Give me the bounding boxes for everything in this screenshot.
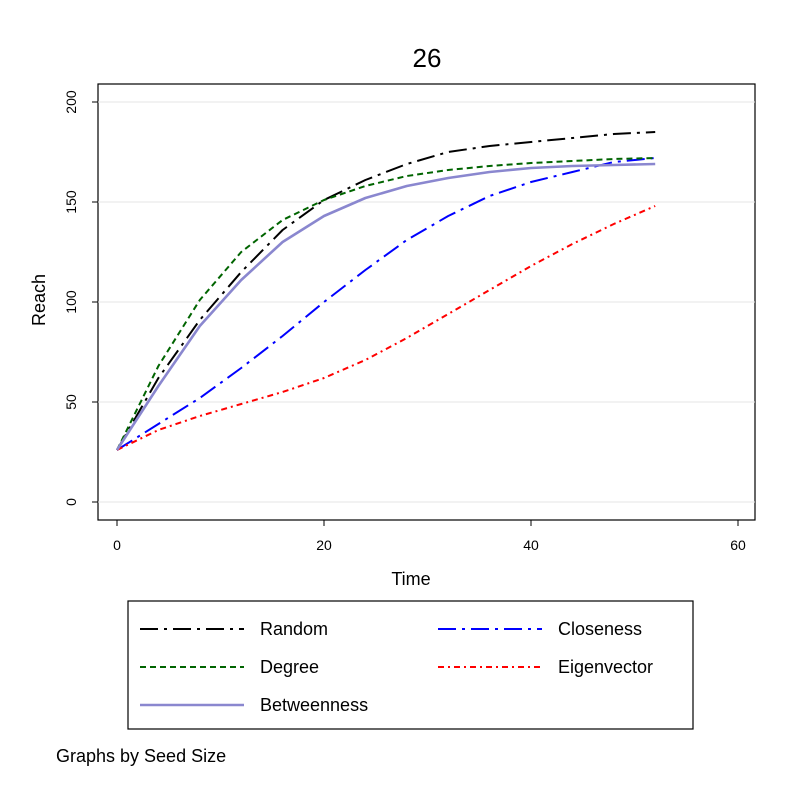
legend-label-degree: Degree [260,657,319,677]
y-axis-label: Reach [29,274,49,326]
series-line-degree [116,157,656,451]
y-tick-label: 200 [63,90,79,114]
series-layer [115,131,656,451]
y-tick-label: 150 [63,190,79,214]
legend-label-closeness: Closeness [558,619,642,639]
axis-layer: 0 50 100 150 200 0 20 40 60 [63,90,746,553]
series-line-closeness [116,157,656,451]
series-line-betweenness [115,162,656,451]
y-tick-label: 50 [63,394,79,410]
y-tick-label: 0 [63,498,79,506]
grid-layer [98,101,755,503]
graph-note: Graphs by Seed Size [56,746,226,766]
x-tick-label: 0 [113,537,121,553]
x-tick-label: 20 [316,537,332,553]
chart-title: 26 [413,43,442,73]
legend-label-random: Random [260,619,328,639]
x-tick-label: 40 [523,537,539,553]
x-axis-label: Time [391,569,430,589]
x-tick-label: 60 [730,537,746,553]
legend-label-eigenvector: Eigenvector [558,657,653,677]
legend-label-betweenness: Betweenness [260,695,368,715]
series-line-eigenvector [116,205,656,451]
legend: Random Closeness Degree Eigenvector Betweenn… [140,619,653,715]
y-tick-label: 100 [63,290,79,314]
legend-box [127,600,694,730]
